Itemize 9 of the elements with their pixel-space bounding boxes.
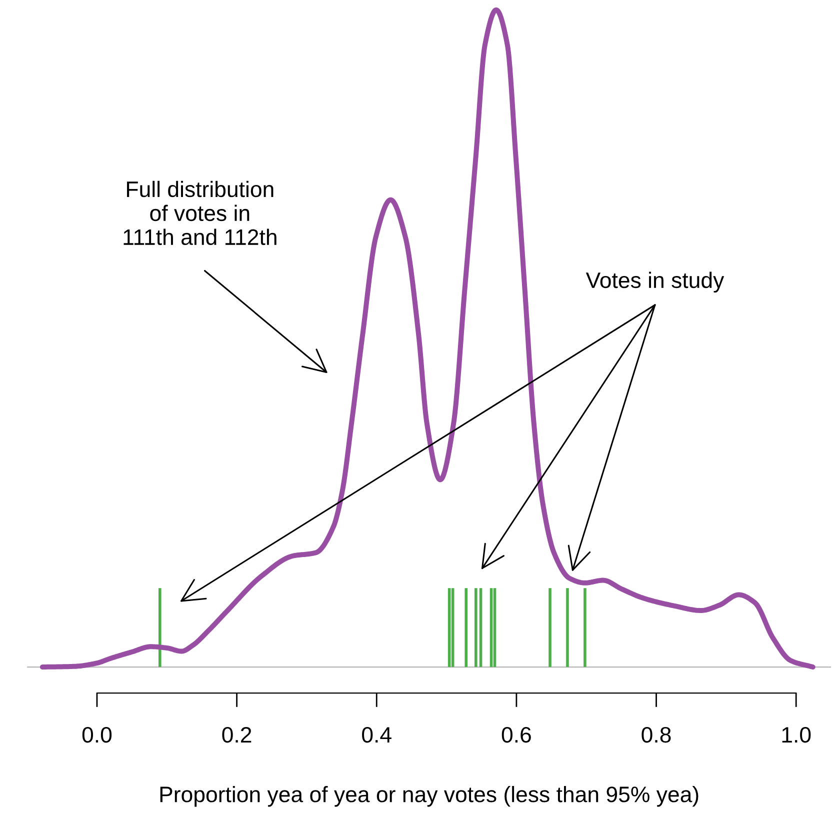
x-tick-label: 0.6	[502, 726, 531, 743]
x-tick-label: 0.8	[642, 726, 671, 743]
x-axis-title: Proportion yea of yea or nay votes (less than 95% yea)	[160, 786, 698, 807]
x-tick-label: 0.4	[362, 726, 392, 743]
annotation: Votes in study	[586, 272, 724, 293]
x-tick-label: 0.0	[82, 726, 112, 743]
x-tick-label: 1.0	[782, 726, 811, 743]
x-tick-label: 0.2	[222, 726, 252, 743]
annotation: Full distribution of votes in 111th and 112th	[124, 180, 276, 246]
